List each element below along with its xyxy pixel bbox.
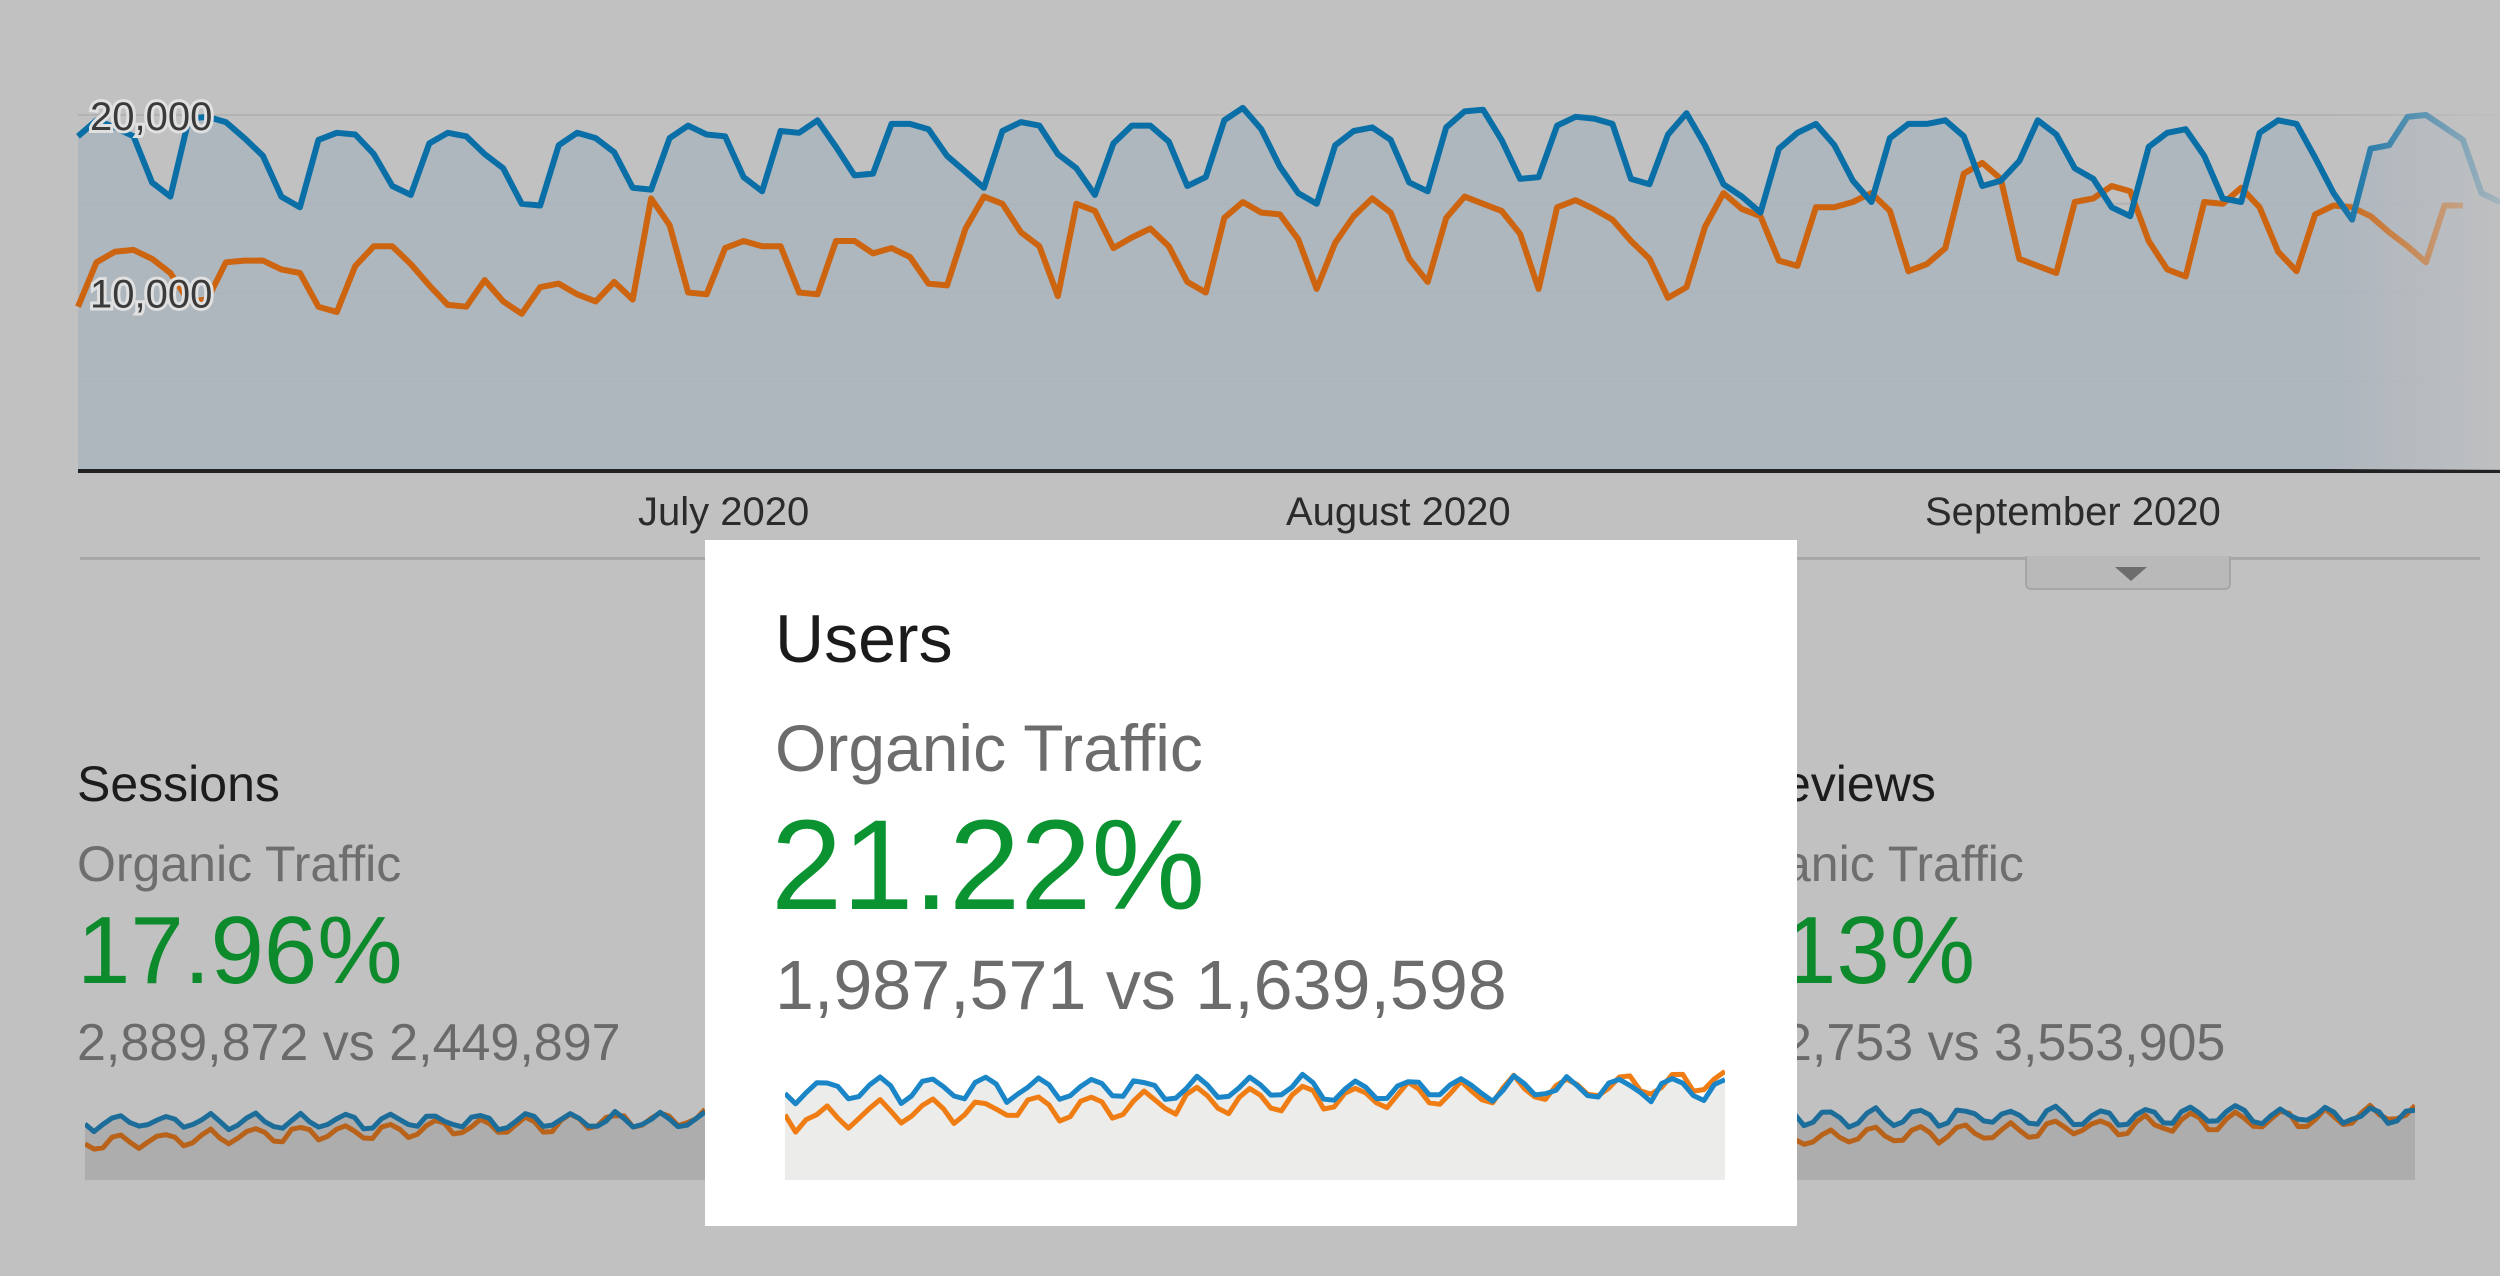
comparison-values: 2,753 vs 3,553,905 bbox=[1783, 1014, 2226, 1072]
current-series-area bbox=[78, 107, 2500, 471]
main-line-chart: 20,000 10,000 bbox=[75, 0, 2500, 473]
sparkline-series bbox=[1795, 1102, 2415, 1147]
comparison-values: 2,889,872 vs 2,449,897 bbox=[77, 1014, 621, 1072]
metric-title: Sessions bbox=[77, 756, 280, 812]
sparkline-series bbox=[85, 1109, 705, 1135]
pageviews-metric-card[interactable]: eviews anic Traffic 13% 2,753 vs 3,553,9… bbox=[1783, 755, 2225, 1073]
chevron-down-icon bbox=[2115, 567, 2147, 581]
sparkline-area bbox=[1795, 1105, 2415, 1180]
x-tick-july: July 2020 bbox=[638, 490, 810, 534]
y-tick-label: 20,000 bbox=[90, 95, 212, 139]
sparkline-series bbox=[1795, 1103, 2415, 1130]
metric-title: eviews bbox=[1783, 756, 1936, 812]
percent-change: 13% bbox=[1783, 897, 1976, 1004]
chart-collapse-toggle[interactable] bbox=[2025, 556, 2231, 590]
metric-title: Users bbox=[775, 601, 953, 677]
current-period-line bbox=[76, 104, 2500, 223]
sessions-metric-card[interactable]: Sessions Organic Traffic 17.96% 2,889,87… bbox=[77, 755, 621, 1073]
previous-period-line bbox=[75, 159, 2463, 317]
pageviews-sparkline bbox=[1795, 1102, 2415, 1180]
right-fade-overlay bbox=[2330, 0, 2500, 470]
sparkline-area bbox=[85, 1111, 705, 1180]
segment-label: Organic Traffic bbox=[77, 836, 402, 892]
y-tick-label: 10,000 bbox=[90, 273, 212, 317]
segment-label: anic Traffic bbox=[1783, 836, 2024, 892]
percent-change: 17.96% bbox=[77, 897, 403, 1004]
users-metric-card[interactable]: Users Organic Traffic 21.22% 1,987,571 v… bbox=[705, 540, 1797, 1226]
sessions-sparkline bbox=[85, 1107, 705, 1180]
segment-label: Organic Traffic bbox=[775, 711, 1203, 785]
x-tick-september: September 2020 bbox=[1925, 490, 2221, 534]
percent-change: 21.22% bbox=[771, 794, 1206, 937]
sparkline-series bbox=[785, 1071, 1725, 1107]
x-tick-august: August 2020 bbox=[1286, 490, 1511, 534]
y-axis-ticks: 20,000 10,000 bbox=[87, 92, 215, 320]
users-sparkline bbox=[785, 1069, 1725, 1180]
comparison-values: 1,987,571 vs 1,639,598 bbox=[775, 946, 1507, 1024]
